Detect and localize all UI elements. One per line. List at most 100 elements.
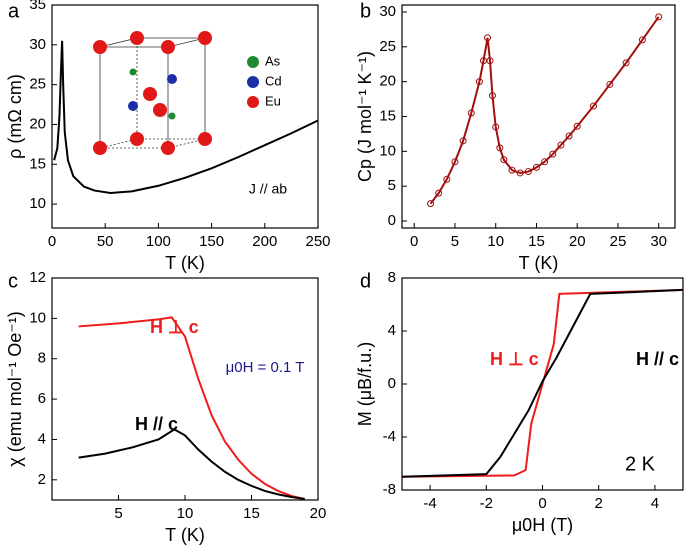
legend-swatch <box>247 96 259 108</box>
x-tick-label: 150 <box>199 233 224 250</box>
y-tick-label: 0 <box>388 212 396 229</box>
x-tick-label: 0 <box>48 233 56 250</box>
annotation: J // ab <box>249 181 287 197</box>
data-point <box>532 163 540 171</box>
data-point <box>541 158 549 166</box>
y-tick-label: 8 <box>388 269 396 286</box>
data-point <box>467 109 475 117</box>
data-point <box>565 132 573 140</box>
series-line <box>401 288 684 478</box>
legend-swatch <box>247 56 259 68</box>
data-point <box>638 36 646 44</box>
plot-frame <box>401 4 676 229</box>
data-point <box>590 102 598 110</box>
annotation: μ0H = 0.1 T <box>226 359 305 376</box>
data-point <box>443 175 451 183</box>
data-point <box>516 169 524 177</box>
y-tick-label: 4 <box>38 430 46 447</box>
x-tick-label: 15 <box>243 505 260 522</box>
x-tick-label: 0 <box>538 495 546 512</box>
series-line <box>401 288 684 478</box>
series-label: H ⊥ c <box>150 317 199 337</box>
x-tick-label: 2 <box>595 495 603 512</box>
y-tick-label: 35 <box>29 0 46 13</box>
x-axis-label: μ0H (T) <box>512 515 573 535</box>
data-point <box>557 141 565 149</box>
y-tick-label: -8 <box>383 481 396 498</box>
series-line <box>78 428 305 500</box>
crystal-inset <box>93 31 212 155</box>
y-tick-label: 15 <box>29 155 46 172</box>
x-tick-label: 30 <box>650 233 667 250</box>
y-tick-label: -4 <box>383 428 396 445</box>
data-point <box>479 57 487 65</box>
plot-frame <box>51 4 319 229</box>
y-tick-label: 20 <box>29 115 46 132</box>
data-point <box>524 168 532 176</box>
data-point <box>549 150 557 158</box>
series-label: H // c <box>135 414 178 434</box>
x-axis-label: T (K) <box>519 253 559 273</box>
x-tick-label: 250 <box>305 233 330 250</box>
x-tick-label: 25 <box>610 233 627 250</box>
y-tick-label: 15 <box>379 107 396 124</box>
data-point <box>451 158 459 166</box>
annotation: 2 K <box>625 453 656 475</box>
y-tick-label: 20 <box>379 73 396 90</box>
legend-label: As <box>265 53 281 68</box>
data-point <box>496 144 504 152</box>
x-tick-label: 100 <box>146 233 171 250</box>
x-axis-label: T (K) <box>165 525 205 545</box>
data-point <box>488 92 496 100</box>
x-tick-label: 10 <box>177 505 194 522</box>
y-axis-label: χ (emu mol⁻¹ Oe⁻¹) <box>5 311 25 466</box>
y-tick-label: 12 <box>29 269 46 286</box>
data-point <box>475 78 483 86</box>
panel-label: a <box>8 0 20 22</box>
y-tick-label: 4 <box>388 322 396 339</box>
x-tick-label: 50 <box>97 233 114 250</box>
x-tick-label: 20 <box>569 233 586 250</box>
data-point <box>484 34 492 42</box>
x-tick-label: 10 <box>487 233 504 250</box>
data-point <box>655 13 663 21</box>
y-tick-label: 30 <box>29 36 46 53</box>
data-point <box>486 57 494 65</box>
data-point <box>492 123 500 131</box>
data-point <box>606 80 614 88</box>
panel-label: d <box>360 270 371 292</box>
data-point <box>435 189 443 197</box>
x-tick-label: 4 <box>651 495 659 512</box>
y-axis-label: Cp (J mol⁻¹ K⁻¹) <box>355 51 375 182</box>
y-tick-label: 5 <box>388 177 396 194</box>
y-axis-label: ρ (mΩ cm) <box>5 74 25 159</box>
panel-label: b <box>360 0 371 22</box>
y-tick-label: 2 <box>38 471 46 488</box>
legend-label: Cd <box>265 73 282 88</box>
y-tick-label: 10 <box>29 309 46 326</box>
y-tick-label: 8 <box>38 350 46 367</box>
x-tick-label: 200 <box>252 233 277 250</box>
y-tick-label: 10 <box>29 195 46 212</box>
data-point <box>622 59 630 67</box>
data-point <box>508 166 516 174</box>
x-tick-label: -4 <box>423 495 436 512</box>
data-point <box>573 122 581 130</box>
data-point <box>500 156 508 164</box>
legend-swatch <box>247 76 259 88</box>
plot-frame <box>51 277 319 501</box>
legend-label: Eu <box>265 93 281 108</box>
y-tick-label: 30 <box>379 3 396 20</box>
series-line <box>53 40 319 194</box>
x-tick-label: 5 <box>114 505 122 522</box>
series-label: H ⊥ c <box>490 349 539 369</box>
data-point <box>427 200 435 208</box>
x-tick-label: 5 <box>451 233 459 250</box>
x-tick-label: 20 <box>310 505 327 522</box>
series-line <box>429 16 660 205</box>
series-label: H // c <box>636 349 679 369</box>
panel-label: c <box>8 270 18 292</box>
x-tick-label: -2 <box>480 495 493 512</box>
x-axis-label: T (K) <box>165 253 205 273</box>
